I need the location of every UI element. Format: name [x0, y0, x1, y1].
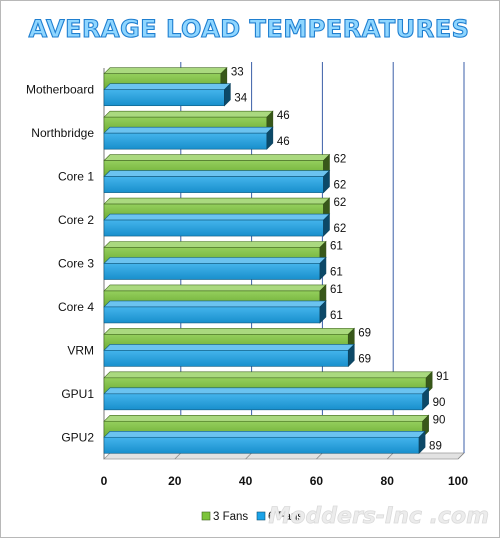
category-label: Motherboard	[26, 83, 94, 97]
legend-label: 3 Fans	[213, 511, 248, 523]
data-label: 62	[333, 154, 346, 166]
legend-swatch	[201, 511, 211, 521]
data-label: 90	[433, 397, 446, 409]
category-labels: Motherboard Northbridge Core 1 Core 2 Core 3…	[26, 83, 94, 445]
data-label: 61	[330, 284, 343, 296]
bar-6-fans	[103, 82, 232, 107]
data-label: 89	[429, 440, 442, 452]
watermark: Modders-Inc .com	[269, 504, 489, 529]
gridline-floor	[316, 452, 323, 460]
category-label: GPU2	[61, 430, 94, 444]
bar-6-fans	[103, 126, 274, 150]
gridline-floor	[457, 452, 465, 460]
bar-6-fans	[103, 343, 355, 368]
x-tick-label: 20	[168, 474, 182, 488]
legend-swatch	[256, 511, 266, 521]
data-label: 46	[277, 136, 290, 148]
gridline-floor	[386, 452, 394, 460]
data-label: 91	[436, 371, 449, 383]
gridline-floor	[174, 452, 182, 460]
plot-floor	[103, 452, 465, 460]
bar-6-fans	[103, 300, 327, 324]
data-label: 61	[330, 267, 343, 279]
bar-6-fans	[103, 387, 430, 411]
bar-6-fans	[103, 256, 327, 281]
bar-6-fans	[103, 213, 331, 237]
gridline-floor	[245, 452, 252, 460]
x-tick-label: 100	[448, 474, 468, 488]
legend: 3 Fans 6 Fans	[201, 511, 303, 523]
legend-item: 3 Fans	[201, 511, 248, 523]
category-label: Northbridge	[31, 126, 94, 140]
category-label: Core 4	[58, 300, 94, 314]
chart-title: AVERAGE LOAD TEMPERATURES	[29, 15, 470, 43]
category-label: GPU1	[61, 387, 94, 401]
category-label: VRM	[67, 343, 94, 357]
data-label: 61	[330, 241, 343, 253]
data-label: 62	[333, 223, 346, 235]
legend-label: 6 Fans	[268, 511, 303, 523]
x-tick-label: 0	[101, 474, 108, 488]
category-label: Core 1	[58, 170, 94, 184]
x-tick-label: 80	[381, 474, 395, 488]
category-label: Core 2	[58, 213, 94, 227]
data-label: 90	[433, 414, 446, 426]
data-label: 46	[277, 110, 290, 122]
data-label: 62	[333, 180, 346, 192]
x-axis-ticks: 0 20 40 60 80 100	[101, 474, 469, 488]
value-labels: 33 34 46 46 62 62 62 62 61 61 61 61 69 69 91 90 90 89	[231, 67, 449, 453]
category-label: Core 3	[58, 257, 94, 271]
data-label: 61	[330, 310, 343, 322]
bar-6-fans	[103, 169, 331, 194]
x-tick-label: 40	[239, 474, 253, 488]
x-tick-label: 60	[310, 474, 324, 488]
legend-item: 6 Fans	[256, 511, 303, 523]
data-label: 33	[231, 67, 244, 79]
data-label: 69	[358, 353, 371, 365]
data-label: 34	[234, 93, 247, 105]
bars	[103, 66, 433, 455]
data-label: 62	[333, 197, 346, 209]
data-label: 69	[358, 327, 371, 339]
bar-6-fans	[103, 430, 426, 455]
